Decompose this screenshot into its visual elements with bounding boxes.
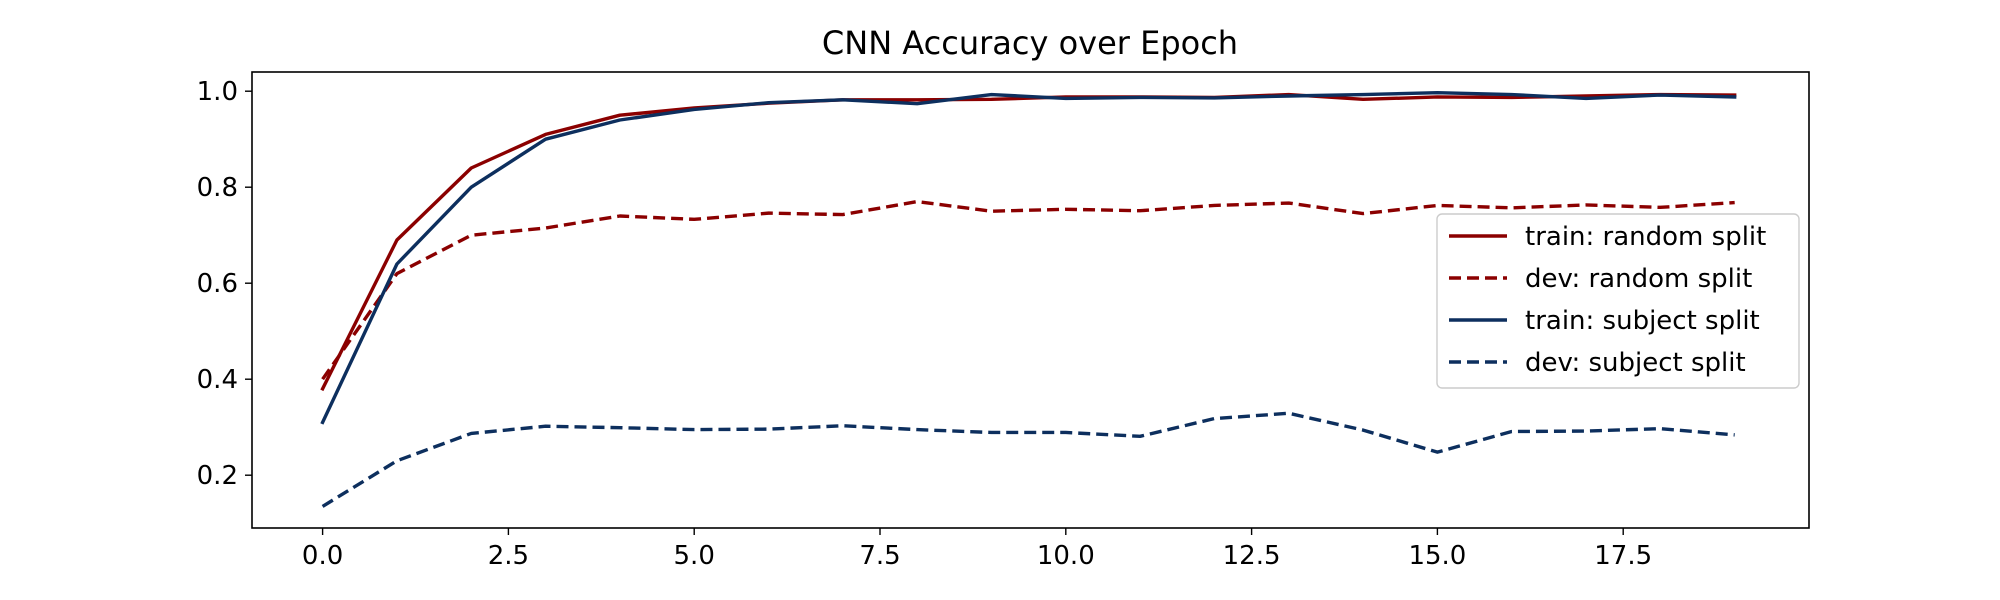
legend-label: dev: random split xyxy=(1525,264,1752,294)
legend-label: dev: subject split xyxy=(1525,348,1746,378)
y-axis: 0.2 0.4 0.6 0.8 1.0 xyxy=(197,77,252,491)
x-tick-label: 0.0 xyxy=(302,541,343,571)
y-tick-label: 0.2 xyxy=(197,461,238,491)
legend-frame xyxy=(1436,213,1800,389)
legend-label: train: subject split xyxy=(1525,306,1760,336)
legend: train: random split dev: random split trai… xyxy=(1436,213,1800,389)
y-tick-label: 0.6 xyxy=(197,269,238,299)
x-tick-label: 17.5 xyxy=(1594,541,1652,571)
x-tick-label: 10.0 xyxy=(1037,541,1095,571)
x-axis: 0.0 2.5 5.0 7.5 10.0 12.5 15.0 17.5 xyxy=(302,528,1652,571)
chart-title: CNN Accuracy over Epoch xyxy=(822,24,1238,62)
x-tick-label: 15.0 xyxy=(1408,541,1466,571)
series-line-1 xyxy=(321,199,1735,381)
x-tick-label: 2.5 xyxy=(488,541,529,571)
x-tick-label: 12.5 xyxy=(1223,541,1281,571)
y-tick-label: 0.4 xyxy=(197,365,238,395)
series-layer xyxy=(320,90,1737,508)
series-line-3 xyxy=(321,411,1735,508)
x-tick-label: 5.0 xyxy=(674,541,715,571)
series-line-2 xyxy=(320,90,1737,425)
y-tick-label: 0.8 xyxy=(197,173,238,203)
legend-label: train: random split xyxy=(1525,222,1766,252)
x-tick-label: 7.5 xyxy=(859,541,900,571)
plot-frame xyxy=(251,71,1810,529)
y-tick-label: 1.0 xyxy=(197,77,238,107)
